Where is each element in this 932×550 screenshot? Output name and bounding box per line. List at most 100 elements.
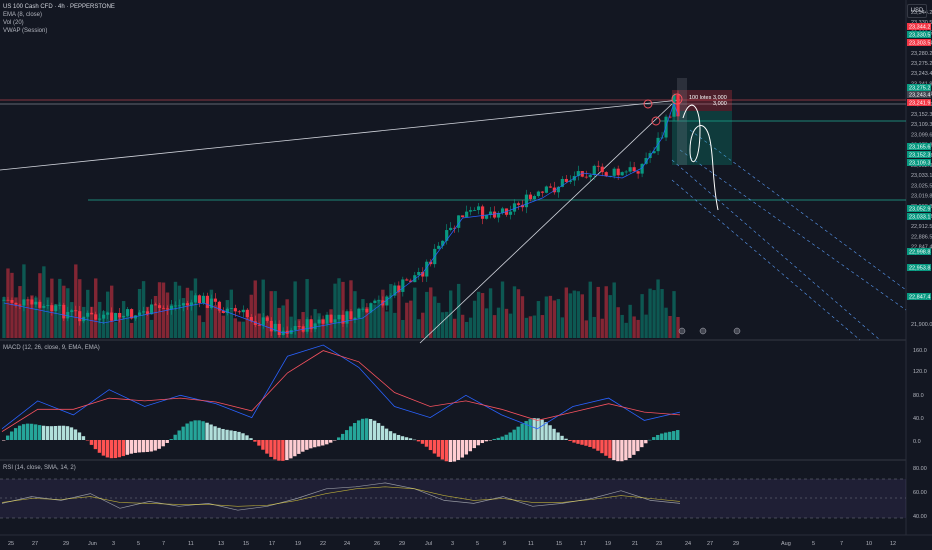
candle-body xyxy=(181,303,186,306)
macd-histogram-bar xyxy=(229,430,233,440)
highlight-circle-1[interactable] xyxy=(643,99,653,109)
candle-body xyxy=(393,285,397,296)
event-marker-2[interactable] xyxy=(699,327,707,335)
time-axis[interactable]: 25 27 29 Jun 3 5 7 11 13 15 17 19 22 24 26 29 Jul 3 5 9 11 15… xyxy=(8,541,896,547)
projection-line-4[interactable] xyxy=(679,149,907,311)
rsi-scale[interactable]: 80.00 60.00 40.00 xyxy=(913,466,927,520)
macd-histogram-bar xyxy=(672,431,676,440)
candle-body xyxy=(457,215,461,228)
projection-line-1[interactable] xyxy=(671,159,881,341)
volume-bar xyxy=(468,317,473,338)
trendline-upper[interactable] xyxy=(0,99,681,171)
highlight-circle-2[interactable] xyxy=(651,116,661,126)
event-marker-3[interactable] xyxy=(733,327,741,335)
candle-body xyxy=(46,305,50,306)
time-axis-label: 13 xyxy=(218,541,224,547)
instrument-title[interactable]: US 100 Cash CFD · 4h · PEPPERSTONE xyxy=(3,4,115,10)
candle-body xyxy=(624,171,628,173)
time-axis-label: 25 xyxy=(8,541,14,547)
price-scale-label: 22,912.5 xyxy=(911,224,932,230)
price-scale[interactable]: 23,344.223,330.523,303.523,280.423,280.2… xyxy=(911,10,932,328)
highlight-circle-3[interactable] xyxy=(671,93,683,105)
price-tag-label: 22,998.8 xyxy=(909,250,930,256)
macd-histogram-bar xyxy=(41,425,46,440)
macd-histogram-bar xyxy=(408,438,413,440)
macd-histogram-bar xyxy=(157,440,161,449)
volume-bar xyxy=(305,279,309,338)
position-profit-zone[interactable] xyxy=(672,111,732,165)
time-axis-label: 15 xyxy=(556,541,562,547)
volume-bar xyxy=(189,290,194,338)
candle-body xyxy=(62,304,66,319)
macd-histogram-bar xyxy=(492,438,496,440)
price-tag xyxy=(907,248,931,255)
rsi-legend[interactable]: RSI (14, close, SMA, 14, 2) xyxy=(3,464,76,472)
volume-bar xyxy=(197,315,202,338)
projected-path-drawing[interactable] xyxy=(682,104,719,211)
macd-histogram-bar xyxy=(464,440,469,455)
projection-line-2[interactable] xyxy=(689,129,907,291)
event-marker-1[interactable] xyxy=(678,327,686,335)
candle-body xyxy=(118,312,122,318)
volume-bar xyxy=(548,295,553,338)
candle-body xyxy=(449,227,453,231)
macd-histogram-bar xyxy=(472,440,476,449)
volume-bar xyxy=(612,282,616,338)
candle-body xyxy=(353,317,357,320)
volume-bar xyxy=(389,284,393,338)
position-label-left: 100 lotes xyxy=(689,95,712,101)
price-tag-label: 23,344.2 xyxy=(909,25,930,31)
candle-body xyxy=(161,307,166,309)
rsi-title: RSI (14, close, SMA, 14, 2) xyxy=(3,465,76,471)
macd-histogram-bar xyxy=(2,440,6,441)
volume-bar xyxy=(588,281,592,338)
candle-body xyxy=(584,176,588,178)
macd-title: MACD (12, 26, close, 9, EMA, EMA) xyxy=(3,345,100,351)
projection-line-3[interactable] xyxy=(671,179,861,341)
macd-scale[interactable]: 160.0 120.0 80.0 40.0 0.0 xyxy=(913,348,927,445)
macd-histogram-bar xyxy=(169,439,173,440)
price-scale-label: 22,847.4 xyxy=(911,245,932,251)
time-axis-label: 19 xyxy=(605,541,611,547)
volume-bar xyxy=(253,280,257,338)
candle-body xyxy=(556,186,560,193)
candle-body xyxy=(269,320,273,332)
trendline-lower[interactable] xyxy=(419,103,673,344)
volume-bar xyxy=(273,291,277,338)
price-tag xyxy=(907,84,931,91)
volume-bar xyxy=(472,300,477,338)
candle-body xyxy=(564,178,568,182)
rsi-scale-label: 80.00 xyxy=(913,466,927,472)
volume-bars xyxy=(2,264,680,338)
candle-body xyxy=(305,319,309,332)
macd-histogram-bar xyxy=(49,426,54,440)
macd-histogram-bar xyxy=(77,432,82,440)
macd-histogram-bar xyxy=(133,440,137,453)
volume-bar xyxy=(329,309,333,338)
price-tag xyxy=(907,213,931,220)
legend-volume[interactable]: Vol (20) xyxy=(3,20,24,26)
candle-body xyxy=(588,175,592,178)
macd-histogram-bar xyxy=(93,440,98,450)
macd-histogram-bar xyxy=(261,440,265,450)
candle-body xyxy=(321,319,325,324)
volume-bar xyxy=(528,316,533,338)
volume-bar xyxy=(520,296,525,338)
legend-vwap[interactable]: VWAP (Session) xyxy=(3,28,48,34)
candle-body xyxy=(145,311,150,315)
time-axis-label: 17 xyxy=(269,541,275,547)
legend-ema[interactable]: EMA (8, close) xyxy=(3,12,43,18)
macd-histogram-bar xyxy=(532,418,536,440)
currency-label[interactable]: USD xyxy=(907,4,927,18)
candle-body xyxy=(138,312,142,316)
volume-bar xyxy=(30,295,34,338)
macd-histogram-bar xyxy=(400,436,405,440)
macd-histogram-bar xyxy=(85,440,90,441)
volume-bar xyxy=(516,289,521,338)
macd-histogram-bar xyxy=(201,421,205,440)
candle-body xyxy=(345,311,349,324)
macd-legend[interactable]: MACD (12, 26, close, 9, EMA, EMA) xyxy=(3,344,100,352)
position-loss-zone[interactable] xyxy=(672,90,732,111)
macd-scale-label: 80.0 xyxy=(913,393,924,399)
